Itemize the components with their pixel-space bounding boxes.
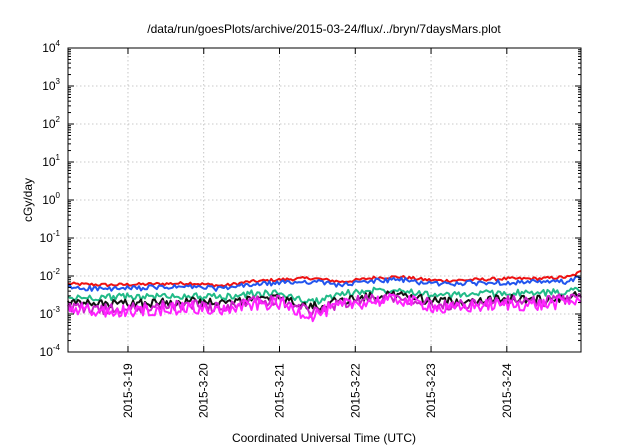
x-tick-label: 2015-3-21 — [273, 363, 287, 418]
x-tick-label: 2015-3-23 — [424, 363, 438, 418]
x-tick-labels: 2015-3-19 2015-3-20 2015-3-21 2015-3-22 2015… — [121, 363, 514, 418]
y-tick-label: 10-2 — [40, 267, 61, 283]
x-tick-label: 2015-3-20 — [197, 363, 211, 418]
y-tick-label: 10-1 — [40, 229, 61, 245]
x-tick-label: 2015-3-22 — [348, 363, 362, 418]
series-line-6 — [67, 292, 582, 323]
series-line-2 — [67, 275, 582, 292]
y-tick-label: 101 — [42, 153, 60, 169]
y-tick-label: 104 — [42, 39, 60, 55]
y-tick-label: 103 — [42, 77, 60, 93]
y-tick-label: 102 — [42, 115, 60, 131]
y-tick-label: 10-3 — [40, 305, 61, 321]
y-tick-label: 100 — [42, 191, 60, 207]
x-axis-label: Coordinated Universal Time (UTC) — [232, 431, 416, 445]
y-tick-label: 10-4 — [40, 343, 61, 359]
ticks — [68, 47, 581, 353]
x-tick-label: 2015-3-24 — [500, 363, 514, 418]
y-axis-label: cGy/day — [21, 178, 35, 222]
y-tick-labels: 104 103 102 101 100 10-1 10-2 10-3 10-4 — [40, 39, 61, 359]
series-line-1 — [67, 269, 582, 288]
chart-title: /data/run/goesPlots/archive/2015-03-24/f… — [147, 22, 501, 36]
series-group — [67, 269, 582, 323]
x-tick-label: 2015-3-19 — [121, 363, 135, 418]
series-line-5 — [67, 293, 582, 318]
